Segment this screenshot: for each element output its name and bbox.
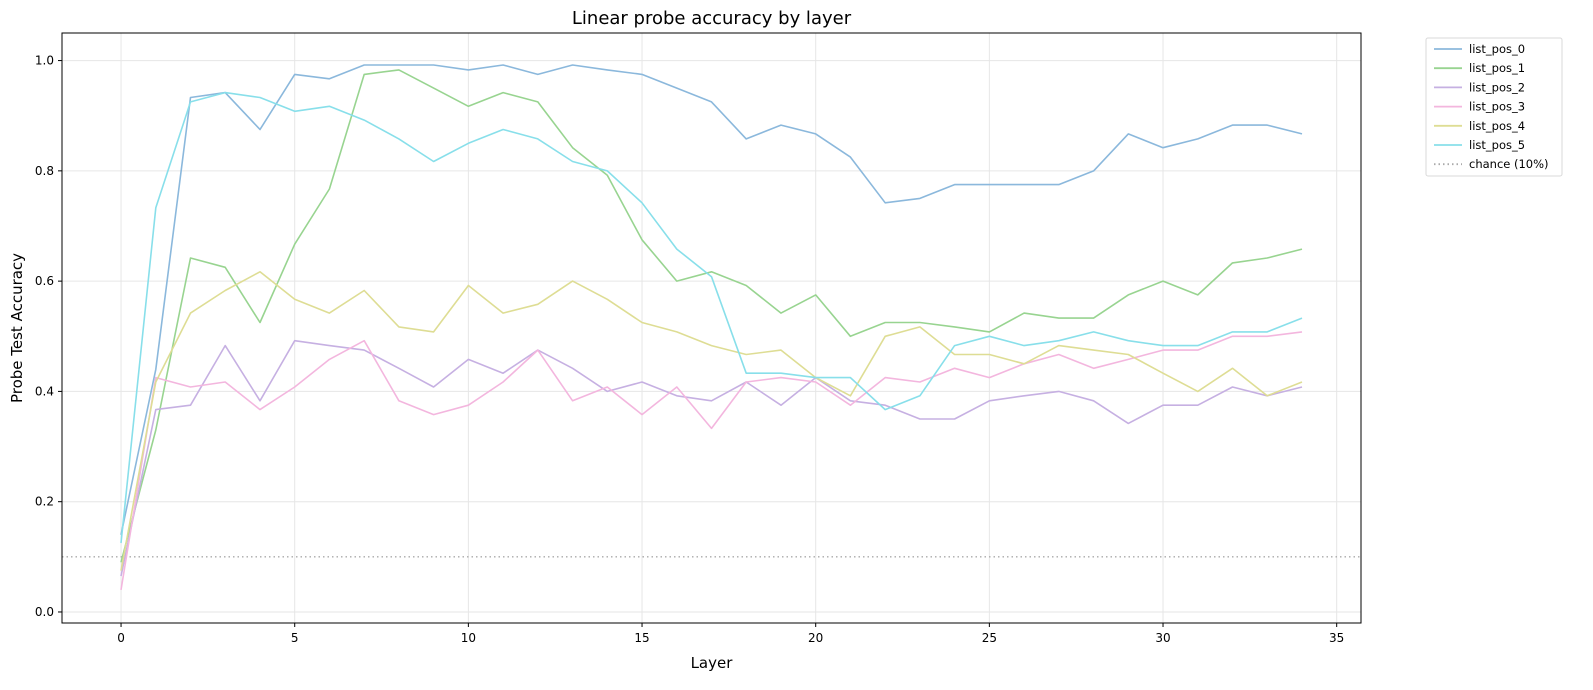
legend-label: list_pos_4 bbox=[1469, 119, 1525, 133]
plot-frame bbox=[61, 32, 1362, 624]
y-tick-label: 0.8 bbox=[35, 164, 54, 178]
series-line-list-pos-2 bbox=[120, 339, 1303, 577]
legend-label: list_pos_5 bbox=[1469, 138, 1525, 152]
legend: list_pos_0 list_pos_1 list_pos_2 list_pos_3… bbox=[1425, 37, 1563, 177]
series-line-list-pos-1 bbox=[120, 69, 1303, 563]
chart-title: Linear probe accuracy by layer bbox=[572, 8, 852, 29]
y-axis-ticks: 0.0 0.2 0.4 0.6 0.8 1.0 bbox=[35, 54, 62, 619]
x-tick-label: 15 bbox=[634, 631, 649, 645]
x-axis-title: Layer bbox=[691, 654, 734, 672]
y-tick-label: 0.4 bbox=[35, 384, 54, 398]
series-lines bbox=[120, 64, 1303, 591]
series-line-list-pos-3 bbox=[120, 331, 1303, 591]
legend-label: list_pos_3 bbox=[1469, 100, 1525, 114]
legend-label: list_pos_0 bbox=[1469, 42, 1525, 56]
series-line-list-pos-5 bbox=[120, 91, 1303, 544]
y-tick-label: 0.6 bbox=[35, 274, 54, 288]
y-tick-label: 0.2 bbox=[35, 495, 54, 509]
legend-label: chance (10%) bbox=[1469, 157, 1549, 171]
y-tick-label: 0.0 bbox=[35, 605, 54, 619]
legend-box bbox=[1425, 37, 1563, 177]
x-tick-label: 35 bbox=[1329, 631, 1344, 645]
x-tick-label: 10 bbox=[461, 631, 476, 645]
y-axis-title: Probe Test Accuracy bbox=[8, 253, 26, 403]
series-line-list-pos-4 bbox=[120, 270, 1303, 571]
x-tick-label: 5 bbox=[291, 631, 299, 645]
y-tick-label: 1.0 bbox=[35, 54, 54, 68]
legend-label: list_pos_1 bbox=[1469, 61, 1525, 75]
x-tick-label: 30 bbox=[1155, 631, 1170, 645]
x-tick-label: 20 bbox=[808, 631, 823, 645]
series-line-list-pos-0 bbox=[120, 64, 1303, 535]
legend-label: list_pos_2 bbox=[1469, 80, 1525, 94]
x-axis-ticks: 0 5 10 15 20 25 30 35 bbox=[117, 623, 1344, 645]
x-tick-label: 0 bbox=[117, 631, 125, 645]
x-tick-label: 25 bbox=[982, 631, 997, 645]
